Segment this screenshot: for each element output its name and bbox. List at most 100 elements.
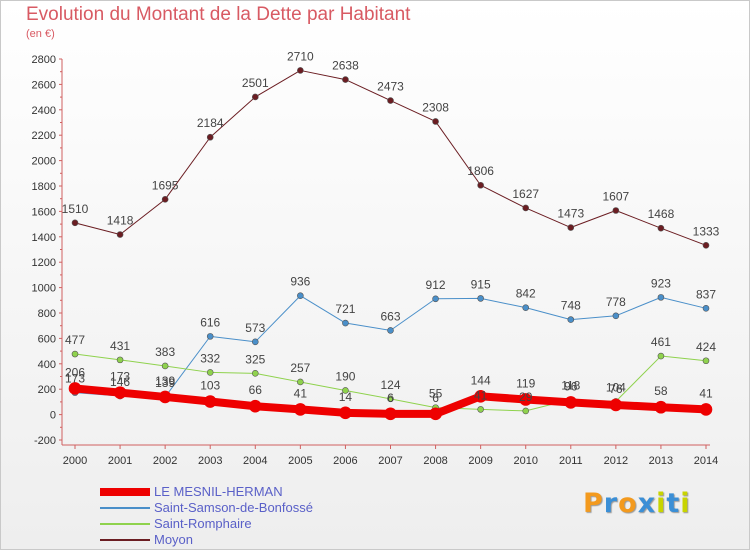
x-tick-label: 2004 [243, 455, 267, 467]
data-label-moyon: 2308 [422, 100, 449, 114]
data-labels: 1510 1418 1695 2184 2501 2710 2638 2473 2308 1806… [62, 49, 720, 404]
point-moyon [297, 67, 304, 74]
data-label-saint-samson-de-bonfoss-: 663 [380, 309, 400, 323]
x-tick-label: 2008 [423, 455, 447, 467]
data-label-le-mesnil-herman: 103 [200, 379, 220, 393]
data-label-moyon: 1695 [152, 178, 179, 192]
x-tick-label: 2013 [649, 455, 673, 467]
data-label-saint-samson-de-bonfoss-: 146 [110, 375, 130, 389]
data-label-saint-samson-de-bonfoss-: 721 [335, 302, 355, 316]
point-le-mesnil-herman [248, 399, 262, 413]
data-label-saint-romphaire: 55 [429, 387, 443, 401]
point-saint-romphaire [477, 406, 484, 413]
data-label-moyon: 1473 [557, 207, 584, 221]
point-saint-samson-de-bonfoss- [612, 312, 620, 320]
point-le-mesnil-herman [384, 407, 397, 421]
point-saint-romphaire [116, 356, 124, 364]
point-saint-samson-de-bonfoss- [206, 333, 214, 340]
x-tick-label: 2009 [468, 455, 492, 467]
data-label-saint-romphaire: 325 [245, 352, 265, 366]
y-tick-label: 2000 [32, 156, 56, 168]
data-label-saint-romphaire: 383 [155, 345, 175, 359]
y-tick-label: 1600 [32, 206, 56, 218]
chart-title: Evolution du Montant de la Dette par Hab… [26, 4, 411, 25]
point-moyon [116, 231, 124, 238]
data-label-moyon: 1806 [467, 164, 494, 178]
point-le-mesnil-herman [654, 400, 668, 414]
point-saint-romphaire [387, 395, 394, 403]
data-label-saint-romphaire: 190 [335, 369, 355, 383]
x-tick-label: 2014 [694, 455, 718, 467]
data-label-saint-romphaire: 461 [651, 335, 671, 349]
x-tick-label: 2007 [378, 455, 402, 467]
data-label-le-mesnil-herman: 41 [699, 386, 713, 400]
legend-swatch [100, 507, 150, 509]
data-label-le-mesnil-herman: 206 [65, 365, 85, 379]
point-le-mesnil-herman [699, 403, 713, 416]
point-saint-samson-de-bonfoss- [432, 295, 439, 303]
point-saint-samson-de-bonfoss- [657, 294, 665, 301]
data-label-saint-samson-de-bonfoss-: 915 [471, 277, 491, 291]
data-label-saint-samson-de-bonfoss-: 573 [245, 321, 265, 335]
data-label-le-mesnil-herman: 41 [294, 386, 308, 400]
x-tick-label: 2006 [333, 455, 357, 467]
point-saint-samson-de-bonfoss- [297, 292, 304, 300]
x-tick-label: 2002 [153, 455, 177, 467]
point-moyon [71, 219, 79, 227]
data-label-saint-samson-de-bonfoss-: 936 [290, 275, 310, 289]
data-label-le-mesnil-herman: 119 [516, 376, 535, 390]
data-label-saint-romphaire: 29 [519, 390, 533, 404]
point-le-mesnil-herman [158, 390, 172, 404]
point-saint-samson-de-bonfoss- [567, 316, 575, 323]
point-moyon [612, 207, 620, 214]
data-label-le-mesnil-herman: 96 [564, 379, 578, 393]
y-tick-label: 600 [38, 333, 56, 345]
data-label-le-mesnil-herman: 144 [471, 373, 491, 387]
y-tick-label: 0 [50, 410, 56, 422]
y-tick-label: 800 [38, 308, 56, 320]
point-moyon [206, 133, 214, 141]
y-tick-label: 2800 [32, 54, 56, 66]
legend-swatch [100, 523, 150, 525]
data-label-saint-romphaire: 477 [65, 333, 85, 347]
point-saint-romphaire [206, 369, 214, 376]
data-label-saint-romphaire: 257 [290, 361, 310, 375]
data-label-saint-romphaire: 424 [696, 340, 716, 354]
point-saint-romphaire [522, 407, 530, 415]
x-tick-label: 2000 [63, 455, 87, 467]
legend: LE MESNIL-HERMAN Saint-Samson-de-Bonfossé… [100, 484, 400, 548]
point-saint-romphaire [702, 357, 710, 365]
x-tick-label: 2001 [108, 455, 132, 467]
y-tick-label: 1000 [32, 283, 56, 295]
point-le-mesnil-herman [609, 398, 623, 412]
point-saint-samson-de-bonfoss- [251, 338, 259, 346]
point-saint-romphaire [71, 350, 79, 358]
data-label-saint-romphaire: 104 [606, 380, 626, 394]
point-saint-romphaire [657, 352, 665, 360]
data-label-saint-samson-de-bonfoss-: 748 [561, 299, 581, 313]
point-moyon [477, 181, 484, 189]
point-saint-romphaire [342, 387, 349, 394]
proxiti-logo: Proxiti [583, 488, 691, 519]
data-label-moyon: 1607 [603, 190, 630, 204]
data-label-saint-samson-de-bonfoss-: 173 [65, 372, 85, 386]
y-tick-label: 400 [38, 359, 56, 371]
data-label-saint-romphaire: 41 [474, 388, 488, 402]
x-tick-label: 2012 [604, 455, 628, 467]
point-saint-samson-de-bonfoss- [477, 295, 484, 302]
data-label-le-mesnil-herman: 14 [339, 390, 353, 404]
x-tick-label: 2011 [559, 455, 583, 467]
data-label-moyon: 2501 [242, 76, 269, 90]
data-label-saint-samson-de-bonfoss-: 923 [651, 276, 671, 290]
point-saint-samson-de-bonfoss- [342, 319, 349, 327]
data-label-saint-romphaire: 118 [561, 379, 580, 393]
y-tick-label: -200 [34, 435, 56, 447]
data-label-saint-romphaire: 431 [110, 339, 130, 353]
point-saint-romphaire [161, 362, 169, 370]
point-le-mesnil-herman [113, 386, 127, 399]
data-label-moyon: 1468 [648, 207, 675, 221]
point-moyon [161, 196, 169, 203]
series-layer [68, 67, 713, 421]
data-label-saint-samson-de-bonfoss-: 616 [200, 315, 220, 329]
point-le-mesnil-herman [203, 395, 217, 408]
